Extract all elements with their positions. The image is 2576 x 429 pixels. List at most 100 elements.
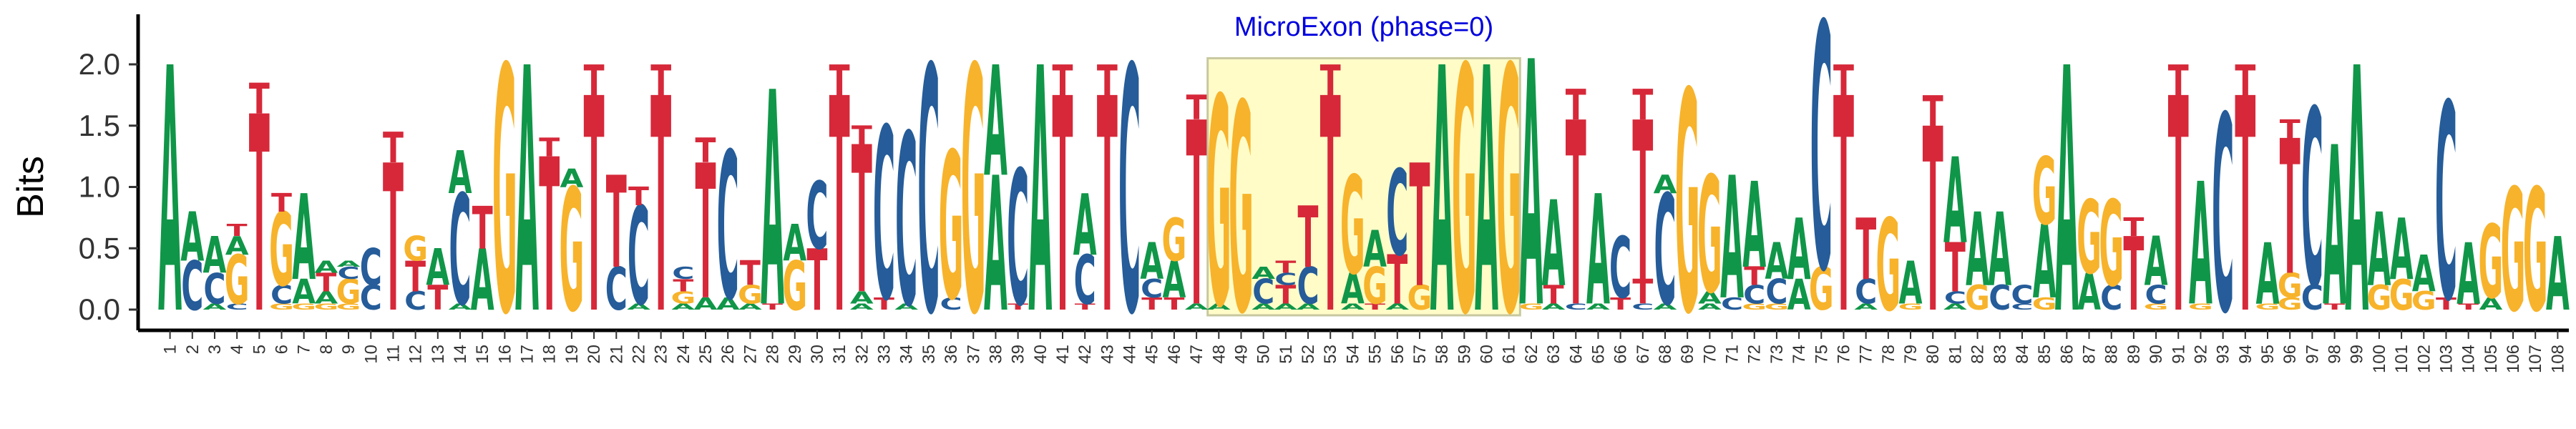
logo-letter: T <box>405 252 426 302</box>
logo-column: GA <box>1965 191 1990 317</box>
x-tick-label: 36 <box>942 345 961 364</box>
logo-letter: C <box>1386 146 1408 283</box>
logo-letter: C <box>628 179 650 336</box>
logo-letter: C <box>1252 272 1274 312</box>
x-tick-label: 25 <box>696 345 716 364</box>
logo-letter: T <box>1008 302 1029 312</box>
logo-column: G <box>1875 194 1901 340</box>
logo-letter: G <box>1809 256 1834 325</box>
logo-letter: G <box>2501 153 2526 349</box>
x-tick-label: 94 <box>2236 345 2255 364</box>
y-tick-label: 1.5 <box>79 109 120 142</box>
x-tick-label: 21 <box>607 345 626 364</box>
logo-column: A <box>515 0 539 389</box>
logo-column: TA <box>426 238 449 317</box>
logo-column: TGA <box>1362 220 1387 316</box>
logo-letter: A <box>2367 191 2391 309</box>
logo-letter: T <box>2123 213 2144 242</box>
logo-letter: T <box>1097 37 1118 380</box>
logo-letter: G <box>1898 302 1923 312</box>
logo-letter: A <box>1207 302 1231 312</box>
logo-column: AC <box>894 86 918 360</box>
x-tick-label: 83 <box>1991 345 2010 364</box>
logo-letter: A <box>2390 201 2414 299</box>
logo-column: GCA <box>2144 223 2169 312</box>
logo-letter: A <box>1385 302 1409 312</box>
x-tick-label: 69 <box>1678 345 1697 364</box>
logo-letter: C <box>1609 220 1631 317</box>
logo-column: ACA <box>449 139 472 340</box>
logo-column: TT <box>1923 77 1943 370</box>
logo-letter: T <box>383 124 404 173</box>
x-tick-label: 104 <box>2459 345 2479 373</box>
logo-column: CA <box>1720 141 1744 337</box>
logo-letter: T <box>1543 281 1564 310</box>
x-tick-label: 40 <box>1031 345 1050 364</box>
logo-column: ATT <box>1185 71 1209 364</box>
logo-letter: C <box>226 302 248 312</box>
x-tick-label: 102 <box>2414 345 2434 373</box>
logo-letter: C <box>1141 275 1163 304</box>
logo-letter: A <box>2055 0 2079 389</box>
logo-letter: G <box>2099 177 2124 314</box>
logo-column: TA <box>2457 225 2480 323</box>
logo-column: GC <box>1809 0 1834 346</box>
logo-letter: A <box>1698 288 1722 307</box>
logo-letter: T <box>584 56 605 106</box>
logo-letter: G <box>2255 302 2280 312</box>
logo-column: TA <box>2323 101 2346 355</box>
x-tick-label: 31 <box>830 345 849 364</box>
logo-letter: A <box>449 302 472 312</box>
x-tick-label: 70 <box>1700 345 1719 364</box>
logo-letter: C <box>449 164 471 340</box>
x-tick-label: 51 <box>1277 345 1296 364</box>
logo-letter: A <box>1943 302 1967 312</box>
x-tick-label: 34 <box>897 345 917 364</box>
logo-letter: A <box>694 295 718 314</box>
logo-letter: G <box>2478 203 2503 321</box>
x-tick-label: 79 <box>1901 345 1921 364</box>
logo-column: G <box>1229 45 1254 378</box>
logo-letter: A <box>894 302 918 312</box>
logo-letter: T <box>2436 295 2457 314</box>
logo-column: TA <box>761 31 784 374</box>
logo-letter: T <box>1141 295 1163 314</box>
x-tick-label: 2 <box>183 345 203 354</box>
logo-letter: C <box>2100 278 2122 318</box>
logo-letter: A <box>1475 0 1498 389</box>
logo-column: TAG <box>1162 207 1187 314</box>
logo-letter: C <box>1565 302 1587 312</box>
logo-letter: C <box>717 110 739 345</box>
logo-letter: T <box>539 114 560 360</box>
logo-letter: A <box>1720 141 1744 337</box>
logo-letter: C <box>895 86 917 360</box>
x-tick-label: 55 <box>1366 345 1385 364</box>
logo-column: GA <box>560 153 585 349</box>
logo-letter: A <box>1966 191 1989 309</box>
logo-letter: C <box>2145 281 2167 310</box>
logo-letter: A <box>1274 302 1297 312</box>
logo-column: GA <box>1898 250 1923 318</box>
x-tick-label: 66 <box>1611 345 1631 364</box>
microexon-label: MicroExon (phase=0) <box>1234 12 1493 42</box>
x-tick-label: 63 <box>1544 345 1563 364</box>
logo-letter: A <box>671 302 695 312</box>
logo-letter: A <box>1430 0 1454 389</box>
logo-letter: C <box>1989 278 2011 318</box>
logo-letter: G <box>313 302 338 312</box>
logo-letter: A <box>850 288 874 307</box>
x-tick-label: 64 <box>1566 345 1586 364</box>
logo-column: G <box>1452 0 1477 389</box>
y-tick-label: 1.0 <box>79 170 120 204</box>
logo-column: ACT <box>1297 189 1320 315</box>
logo-letter: G <box>291 302 316 312</box>
logo-letter: A <box>1252 264 1275 283</box>
logo-letter: C <box>1274 270 1297 289</box>
x-tick-label: 26 <box>718 345 738 364</box>
logo-letter: T <box>271 189 292 218</box>
logo-column: TC <box>806 163 828 330</box>
